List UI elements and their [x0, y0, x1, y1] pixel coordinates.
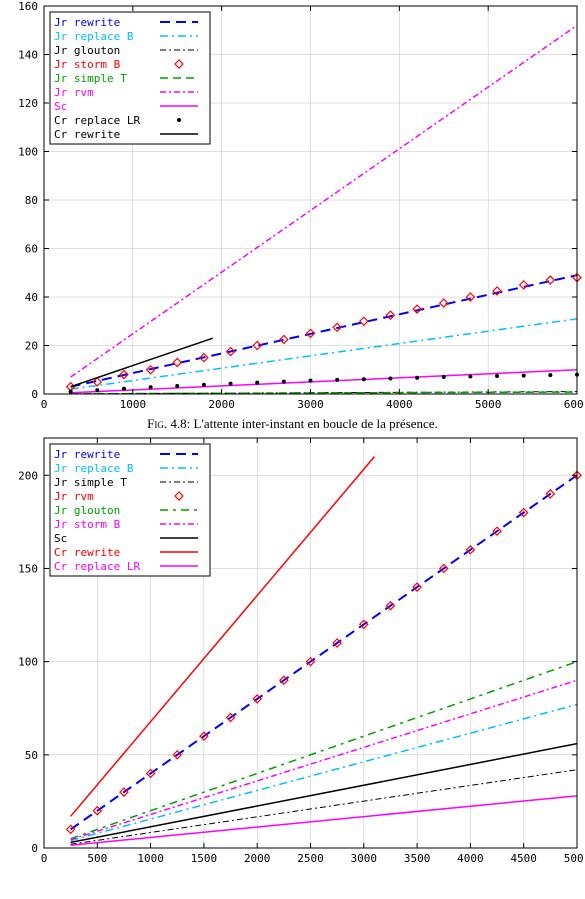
- svg-text:100: 100: [18, 146, 38, 159]
- svg-text:80: 80: [25, 194, 38, 207]
- svg-text:140: 140: [18, 49, 38, 62]
- caption-prefix: Fig.: [147, 416, 167, 431]
- svg-text:Jr replace B: Jr replace B: [54, 30, 134, 43]
- svg-text:4000: 4000: [386, 398, 413, 411]
- svg-text:Jr rvm: Jr rvm: [54, 490, 94, 503]
- svg-text:Jr rewrite: Jr rewrite: [54, 448, 120, 461]
- svg-text:3000: 3000: [351, 852, 378, 865]
- svg-text:Jr storm B: Jr storm B: [54, 518, 121, 531]
- svg-text:100: 100: [18, 656, 38, 669]
- svg-text:2500: 2500: [297, 852, 324, 865]
- svg-text:20: 20: [25, 340, 38, 353]
- svg-text:5000: 5000: [475, 398, 502, 411]
- svg-text:4500: 4500: [510, 852, 537, 865]
- svg-text:0: 0: [31, 388, 38, 401]
- svg-text:0: 0: [41, 398, 48, 411]
- svg-text:Jr simple T: Jr simple T: [54, 72, 127, 85]
- svg-text:Jr glouton: Jr glouton: [54, 44, 120, 57]
- svg-text:200: 200: [18, 469, 38, 482]
- svg-text:0: 0: [31, 842, 38, 855]
- svg-text:50: 50: [25, 749, 38, 762]
- svg-text:1000: 1000: [137, 852, 164, 865]
- svg-text:4000: 4000: [457, 852, 484, 865]
- chart-1: 0 1000 2000 3000 4000 5000 6000 0 20 40 60 80 100 120…: [0, 0, 583, 416]
- chart-2: 0500100015002000250030003500400045005000…: [0, 432, 583, 870]
- svg-text:Jr rewrite: Jr rewrite: [54, 16, 120, 29]
- caption-number: 4.8:: [170, 416, 190, 431]
- svg-text:Jr replace B: Jr replace B: [54, 462, 134, 475]
- svg-text:Cr replace LR: Cr replace LR: [54, 114, 140, 127]
- svg-text:120: 120: [18, 97, 38, 110]
- svg-text:2000: 2000: [208, 398, 235, 411]
- svg-text:500: 500: [87, 852, 107, 865]
- svg-text:Sc: Sc: [54, 532, 67, 545]
- svg-text:150: 150: [18, 562, 38, 575]
- svg-text:Cr rewrite: Cr rewrite: [54, 546, 120, 559]
- svg-text:0: 0: [41, 852, 48, 865]
- svg-text:Jr glouton: Jr glouton: [54, 504, 120, 517]
- svg-text:6000: 6000: [564, 398, 583, 411]
- svg-text:1500: 1500: [191, 852, 218, 865]
- svg-text:1000: 1000: [120, 398, 147, 411]
- caption-text: L'attente inter-instant en boucle de la …: [194, 416, 438, 431]
- svg-text:Jr storm B: Jr storm B: [54, 58, 121, 71]
- svg-text:Jr rvm: Jr rvm: [54, 86, 94, 99]
- svg-text:40: 40: [25, 291, 38, 304]
- svg-text:2000: 2000: [244, 852, 271, 865]
- figure-caption: Fig. 4.8: L'attente inter-instant en bou…: [0, 416, 585, 432]
- svg-text:160: 160: [18, 0, 38, 13]
- svg-text:60: 60: [25, 243, 38, 256]
- svg-text:3000: 3000: [297, 398, 324, 411]
- svg-text:3500: 3500: [404, 852, 431, 865]
- svg-text:Cr rewrite: Cr rewrite: [54, 128, 120, 141]
- svg-text:Jr simple T: Jr simple T: [54, 476, 127, 489]
- svg-text:Cr replace LR: Cr replace LR: [54, 560, 140, 573]
- svg-text:Sc: Sc: [54, 100, 67, 113]
- svg-text:5000: 5000: [564, 852, 583, 865]
